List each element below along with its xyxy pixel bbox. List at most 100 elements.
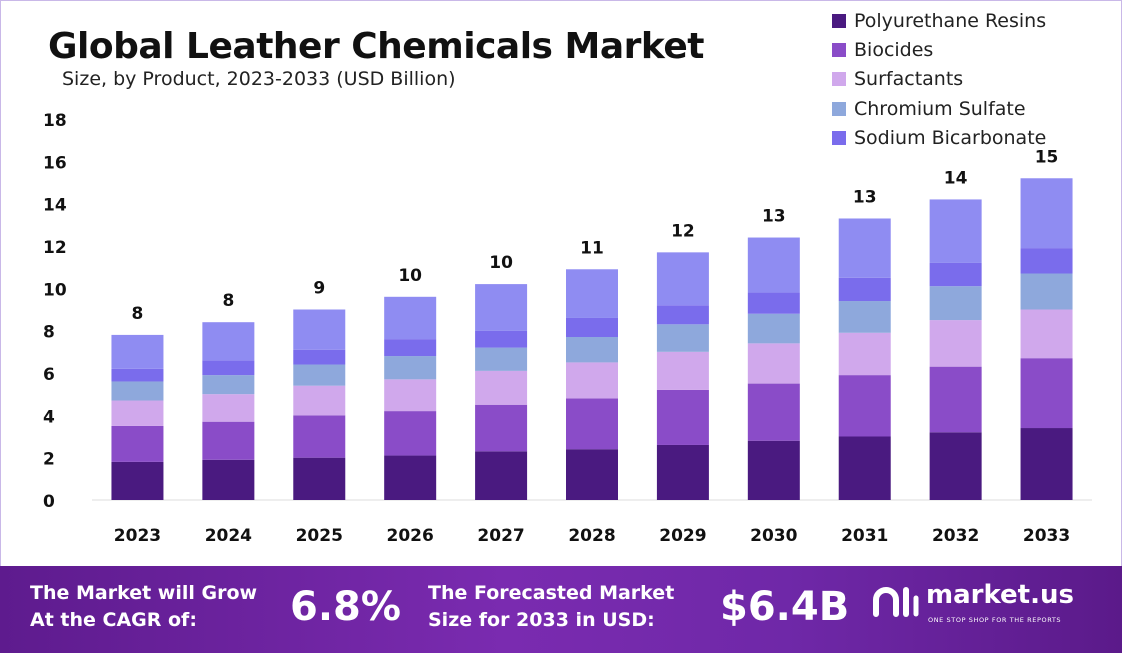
bar-segment xyxy=(838,277,891,302)
bar-segment xyxy=(566,269,618,318)
bar-segment xyxy=(747,440,800,500)
bar-segment xyxy=(747,313,800,344)
total-data-label: 8 xyxy=(132,304,144,324)
legend-swatch xyxy=(832,13,846,28)
y-tick-label: 8 xyxy=(43,323,55,343)
y-tick-label: 18 xyxy=(43,111,67,131)
x-tick-label: 2025 xyxy=(296,526,343,546)
bar-segment xyxy=(838,218,891,278)
bar-segment xyxy=(929,366,982,433)
bar-segment xyxy=(384,356,437,380)
bar-segment xyxy=(656,252,709,306)
bar-segment xyxy=(1020,273,1073,310)
bar-segment xyxy=(475,370,528,405)
total-data-label: 10 xyxy=(398,266,422,286)
bar-segment xyxy=(747,343,800,384)
y-tick-label: 16 xyxy=(43,153,67,173)
bar-segment xyxy=(929,199,982,263)
legend-item-surfactants: Surfactants xyxy=(832,65,1046,94)
logo-name: market.us xyxy=(926,580,1074,610)
y-tick-label: 4 xyxy=(43,407,55,427)
bar-segment xyxy=(475,404,528,452)
bar-segment xyxy=(838,375,891,437)
bar-segment xyxy=(293,415,346,458)
bar-segment xyxy=(475,451,528,500)
cagr-caption-line2: At the CAGR of: xyxy=(30,609,197,631)
bar-segment xyxy=(838,301,891,333)
total-data-label: 13 xyxy=(762,207,786,227)
legend-swatch xyxy=(832,42,846,57)
total-data-label: 14 xyxy=(944,168,968,188)
y-tick-label: 2 xyxy=(43,450,55,470)
bar-segment xyxy=(384,411,437,456)
bar-segment xyxy=(202,375,255,395)
bar-segment xyxy=(656,305,709,325)
bar-segment xyxy=(111,425,164,462)
cagr-caption: The Market will Grow At the CAGR of: xyxy=(30,580,257,634)
bar-segment xyxy=(111,461,164,500)
x-tick-label: 2031 xyxy=(841,526,888,546)
x-tick-label: 2033 xyxy=(1023,526,1070,546)
bar-segment xyxy=(656,389,709,445)
bar-segment xyxy=(566,362,618,399)
total-data-label: 13 xyxy=(853,187,877,207)
bar-segment xyxy=(656,324,709,352)
total-data-label: 9 xyxy=(313,279,325,299)
bar-segment xyxy=(566,398,618,450)
x-tick-label: 2032 xyxy=(932,526,979,546)
bar-segment xyxy=(929,262,982,287)
bar-segment xyxy=(475,347,528,371)
bar-segment xyxy=(566,337,618,363)
bar-segment xyxy=(384,339,437,357)
x-tick-label: 2027 xyxy=(477,526,524,546)
bar-segment xyxy=(1020,428,1073,500)
y-tick-label: 12 xyxy=(43,238,67,258)
bar-segment xyxy=(1020,309,1073,359)
bar-segment xyxy=(656,351,709,390)
cagr-value: 6.8% xyxy=(290,584,401,630)
bar-segment xyxy=(475,330,528,348)
legend-item-polyurethane-resins: Polyurethane Resins xyxy=(832,6,1046,35)
bar-segment xyxy=(1020,178,1073,249)
x-tick-label: 2026 xyxy=(387,526,434,546)
legend-item-sodium-bicarbonate: Sodium Bicarbonate xyxy=(832,123,1046,152)
bar-segment xyxy=(929,320,982,367)
legend-label: Polyurethane Resins xyxy=(854,9,1047,32)
bar-segment xyxy=(111,400,164,426)
forecast-caption: The Forecasted Market Size for 2033 in U… xyxy=(428,580,674,634)
bar-segment xyxy=(929,432,982,500)
bar-segment xyxy=(202,459,255,500)
bar-segment xyxy=(293,349,346,365)
bar-segment xyxy=(475,284,528,331)
bar-segment xyxy=(1020,358,1073,429)
bar-segment xyxy=(566,449,618,500)
bar-segment xyxy=(111,368,164,382)
y-tick-label: 14 xyxy=(43,196,67,216)
bar-segment xyxy=(656,444,709,500)
bar-segment xyxy=(566,317,618,338)
bar-segment xyxy=(111,381,164,401)
total-data-label: 8 xyxy=(222,291,234,311)
bar-segment xyxy=(202,394,255,422)
legend-item-chromium-sulfate: Chromium Sulfate xyxy=(832,94,1046,123)
summary-banner: The Market will Grow At the CAGR of: 6.8… xyxy=(0,566,1122,653)
total-data-label: 11 xyxy=(580,238,604,258)
y-tick-label: 10 xyxy=(43,280,67,300)
legend-label: Surfactants xyxy=(854,68,964,91)
bar-segment xyxy=(293,364,346,386)
legend-swatch xyxy=(832,101,846,116)
bar-segment xyxy=(838,436,891,500)
bar-segment xyxy=(747,383,800,441)
legend-label: Chromium Sulfate xyxy=(854,97,1026,120)
bar-segment xyxy=(384,379,437,412)
x-tick-label: 2028 xyxy=(568,526,615,546)
bar-segment xyxy=(202,421,255,460)
total-data-label: 15 xyxy=(1035,147,1059,167)
chart-title: Global Leather Chemicals Market xyxy=(48,26,704,67)
bar-segment xyxy=(929,286,982,321)
total-data-label: 12 xyxy=(671,221,695,241)
chart-subtitle: Size, by Product, 2023-2033 (USD Billion… xyxy=(62,68,456,90)
legend: Polyurethane Resins Biocides Surfactants… xyxy=(832,6,1046,152)
bar-segment xyxy=(384,455,437,500)
bar-segment xyxy=(202,360,255,376)
